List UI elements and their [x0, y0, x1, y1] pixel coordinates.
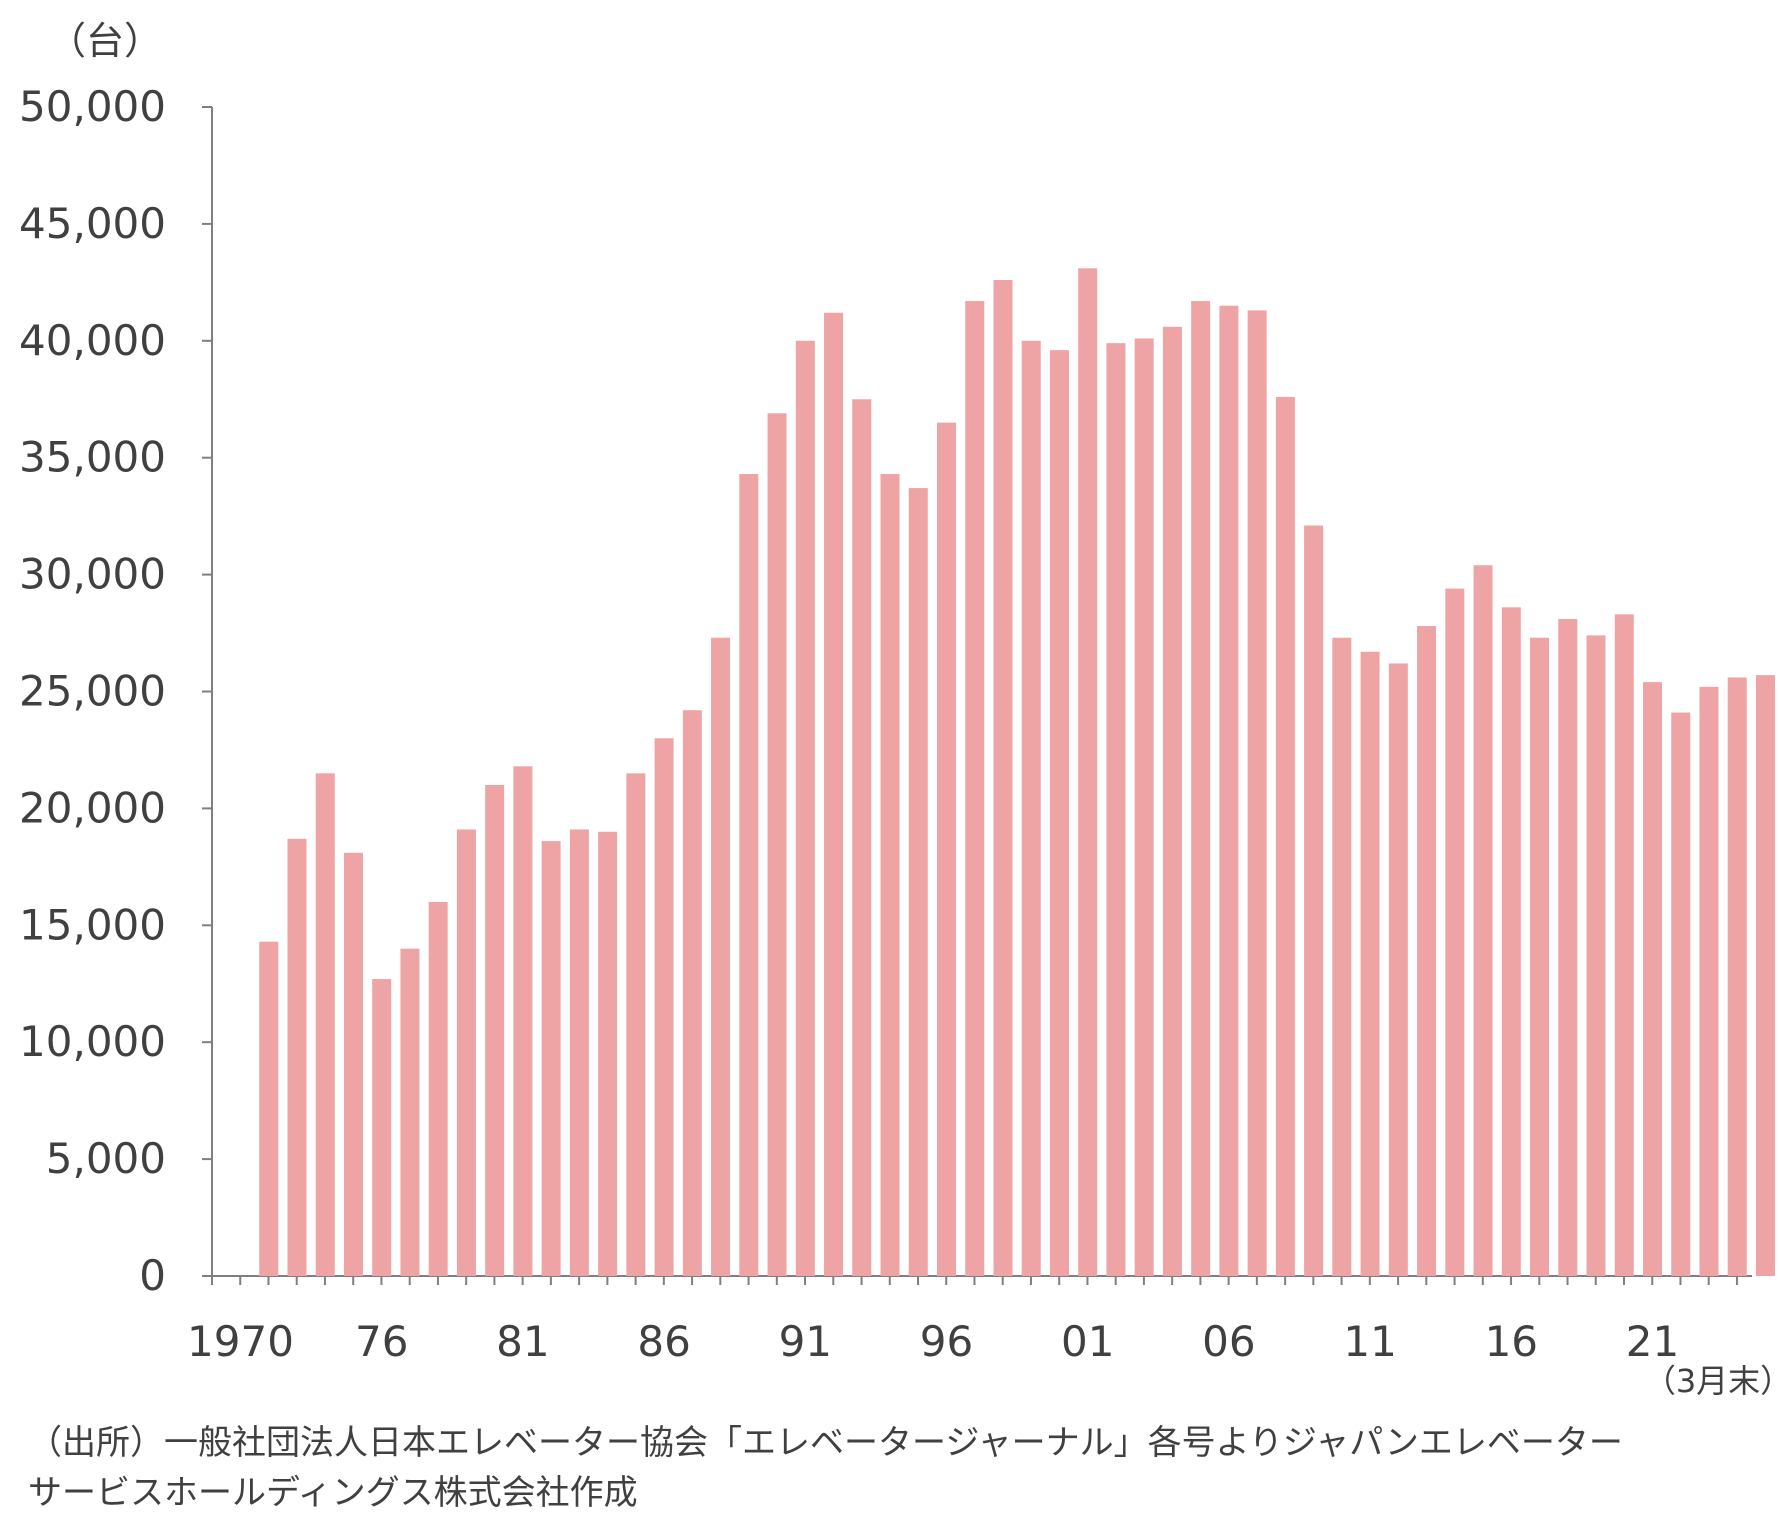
bar — [795, 340, 815, 1276]
x-tick-label: 91 — [779, 1317, 832, 1366]
x-axis-note: （3月末） — [1644, 1362, 1779, 1400]
bar — [598, 831, 618, 1276]
bar — [711, 637, 731, 1276]
bar — [1445, 588, 1465, 1276]
bar — [1332, 637, 1352, 1276]
bar — [1755, 675, 1775, 1276]
bar — [1586, 635, 1606, 1276]
bar — [767, 413, 787, 1276]
bar — [1727, 677, 1747, 1276]
x-tick-label: 11 — [1343, 1317, 1396, 1366]
bar — [1614, 614, 1634, 1276]
bar — [626, 773, 646, 1276]
bar — [852, 399, 872, 1276]
y-tick-label: 40,000 — [19, 316, 166, 365]
x-tick-label: 81 — [496, 1317, 549, 1366]
y-axis-unit-label: （台） — [48, 19, 162, 63]
bar — [993, 280, 1013, 1277]
bar — [1049, 350, 1069, 1277]
bar — [1078, 268, 1098, 1276]
bar — [1501, 607, 1521, 1276]
source-note: （出所）一般社団法人日本エレベーター協会「エレベータージャーナル」各号よりジャパ… — [28, 1418, 1748, 1518]
y-tick-label: 5,000 — [46, 1134, 166, 1183]
x-tick-label: 76 — [355, 1317, 408, 1366]
y-tick-label: 20,000 — [19, 783, 166, 832]
bar — [1558, 619, 1578, 1276]
y-tick-label: 50,000 — [19, 82, 166, 131]
bar — [513, 766, 533, 1276]
bar — [880, 474, 900, 1276]
bar — [485, 785, 505, 1276]
bar — [400, 948, 420, 1276]
bar — [1247, 310, 1267, 1276]
y-tick-label: 30,000 — [19, 550, 166, 599]
bar — [541, 841, 561, 1276]
x-tick-label: 21 — [1626, 1317, 1679, 1366]
x-tick-label: 16 — [1485, 1317, 1538, 1366]
bar — [569, 829, 589, 1276]
bar-chart: （台） 0 5,000 10,000 15,000 20,000 25,000 30,000… — [19, 19, 1779, 1400]
bar — [965, 301, 985, 1277]
y-tick-label: 0 — [139, 1251, 166, 1300]
y-tick-label: 45,000 — [19, 199, 166, 248]
bar — [1162, 326, 1182, 1277]
bar — [259, 941, 279, 1276]
bar — [1699, 686, 1719, 1276]
bar — [456, 829, 476, 1276]
bar — [1473, 565, 1493, 1276]
x-tick-label: 86 — [637, 1317, 690, 1366]
x-tick-label: 01 — [1061, 1317, 1114, 1366]
bar — [1530, 637, 1550, 1276]
bar — [1643, 682, 1662, 1276]
bar — [824, 312, 844, 1276]
bar — [343, 852, 363, 1276]
bar — [1134, 338, 1154, 1276]
bar — [428, 901, 448, 1276]
bar — [937, 422, 956, 1276]
bar — [287, 838, 307, 1276]
x-tick-label: 96 — [920, 1317, 973, 1366]
bar — [1388, 663, 1408, 1276]
bar — [1219, 305, 1239, 1277]
source-line-2: サービスホールディングス株式会社作成 — [28, 1473, 638, 1513]
bar — [1304, 525, 1324, 1276]
bar — [1191, 301, 1211, 1277]
source-line-1: （出所）一般社団法人日本エレベーター協会「エレベータージャーナル」各号よりジャパ… — [28, 1423, 1623, 1463]
y-tick-label: 15,000 — [19, 900, 166, 949]
bar — [1106, 343, 1126, 1276]
bar — [1671, 712, 1691, 1276]
bar — [908, 488, 928, 1276]
bar — [1360, 651, 1380, 1276]
bar — [1275, 396, 1295, 1276]
y-tick-label: 35,000 — [19, 433, 166, 482]
bar-series — [259, 268, 1775, 1277]
y-axis: 0 5,000 10,000 15,000 20,000 25,000 30,000 35,0… — [19, 82, 213, 1300]
x-tick-label: 06 — [1202, 1317, 1255, 1366]
bar — [315, 773, 335, 1276]
bar — [372, 979, 392, 1276]
bar — [739, 474, 759, 1276]
bar — [1417, 626, 1437, 1276]
bar — [1021, 340, 1041, 1276]
y-tick-label: 25,000 — [19, 667, 166, 716]
y-tick-label: 10,000 — [19, 1017, 166, 1066]
bar — [682, 710, 702, 1276]
x-axis: 1970 76 81 86 91 96 01 06 11 16 21 — [187, 1275, 1752, 1366]
x-tick-label: 1970 — [187, 1317, 294, 1366]
bar — [654, 738, 674, 1276]
